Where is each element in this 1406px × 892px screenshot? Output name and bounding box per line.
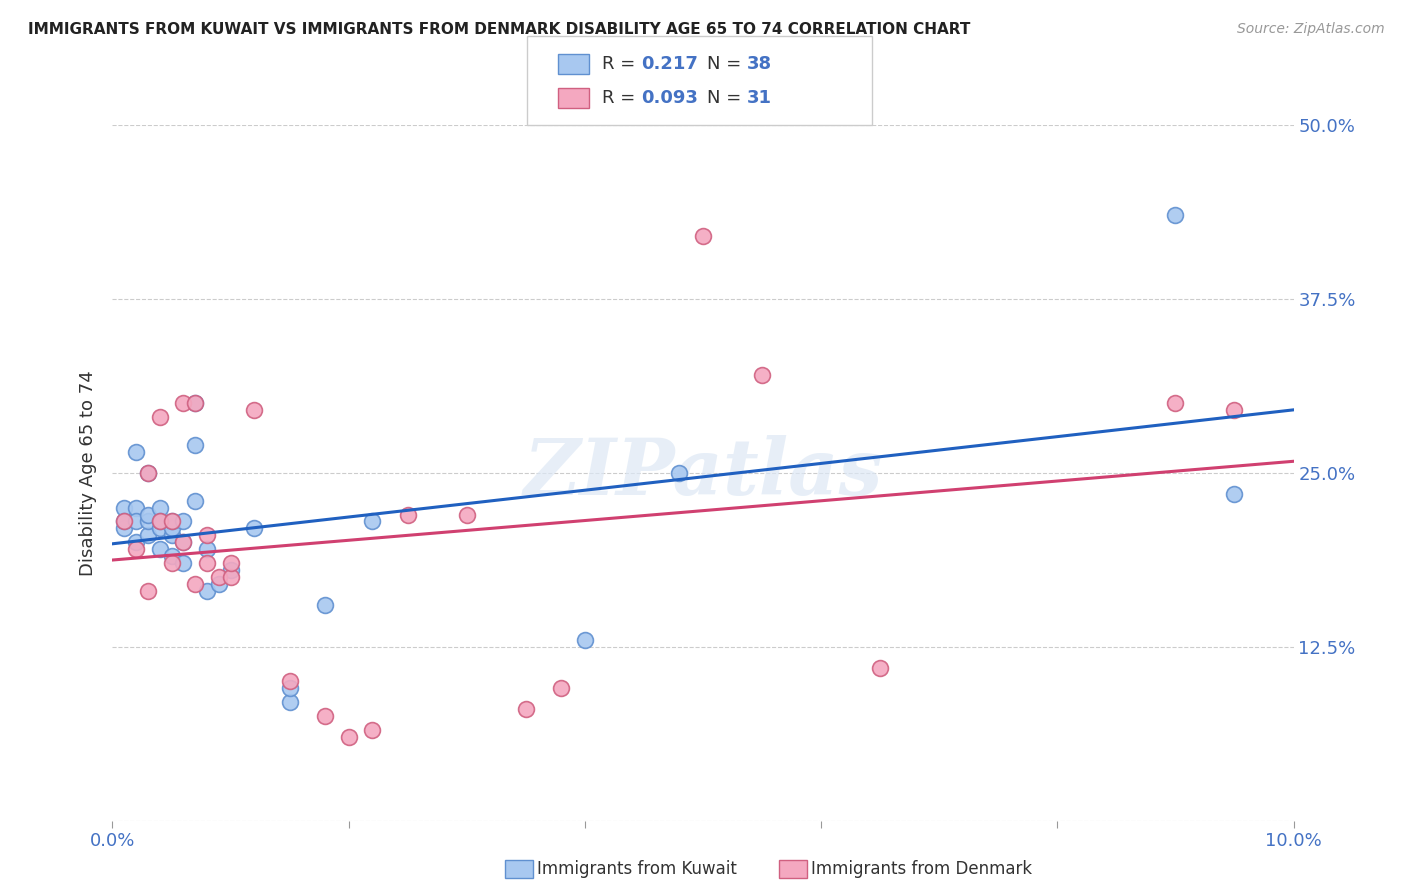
Point <box>160 521 183 535</box>
Text: 31: 31 <box>747 89 772 107</box>
Point <box>278 681 301 696</box>
Text: Immigrants from Kuwait: Immigrants from Kuwait <box>537 860 737 878</box>
Point <box>692 229 714 244</box>
Point <box>208 577 231 591</box>
Point <box>208 570 231 584</box>
Point <box>149 521 172 535</box>
Point <box>125 542 148 557</box>
Text: N =: N = <box>707 55 747 73</box>
Point <box>668 466 690 480</box>
Point <box>314 709 336 723</box>
Point <box>219 570 242 584</box>
Point <box>112 500 135 515</box>
Point <box>112 515 135 529</box>
Point <box>149 515 172 529</box>
Point <box>278 695 301 709</box>
Point <box>184 577 207 591</box>
Point <box>112 521 135 535</box>
Point <box>1223 486 1246 500</box>
Point <box>184 438 207 452</box>
Point <box>184 396 207 410</box>
Text: Immigrants from Denmark: Immigrants from Denmark <box>811 860 1032 878</box>
Point <box>1164 396 1187 410</box>
Point <box>172 515 194 529</box>
Point <box>195 584 218 599</box>
Point <box>396 508 419 522</box>
Point <box>337 730 360 744</box>
Point <box>160 528 183 542</box>
Point <box>515 702 537 716</box>
Point <box>314 598 336 612</box>
Point <box>160 515 183 529</box>
Point <box>361 515 384 529</box>
Text: Source: ZipAtlas.com: Source: ZipAtlas.com <box>1237 22 1385 37</box>
Text: 0.217: 0.217 <box>641 55 697 73</box>
Point <box>172 535 194 549</box>
Y-axis label: Disability Age 65 to 74: Disability Age 65 to 74 <box>79 370 97 575</box>
Text: 38: 38 <box>747 55 772 73</box>
Point <box>149 500 172 515</box>
Text: ZIPatlas: ZIPatlas <box>523 434 883 511</box>
Point <box>361 723 384 738</box>
Point <box>172 535 194 549</box>
Point <box>125 445 148 459</box>
Point <box>136 466 159 480</box>
Text: R =: R = <box>602 55 641 73</box>
Point <box>195 556 218 570</box>
Point <box>125 515 148 529</box>
Point <box>751 368 773 383</box>
Point <box>160 549 183 564</box>
Point <box>125 500 148 515</box>
Point <box>136 584 159 599</box>
Point <box>184 493 207 508</box>
Point <box>149 542 172 557</box>
Point <box>136 528 159 542</box>
Point <box>149 515 172 529</box>
Point <box>243 403 266 417</box>
Text: R =: R = <box>602 89 641 107</box>
Point <box>149 410 172 425</box>
Point <box>1164 208 1187 222</box>
Point <box>1223 403 1246 417</box>
Point <box>195 528 218 542</box>
Point <box>243 521 266 535</box>
Point <box>136 466 159 480</box>
Point <box>136 508 159 522</box>
Point <box>184 396 207 410</box>
Point <box>278 674 301 689</box>
Text: 0.093: 0.093 <box>641 89 697 107</box>
Point <box>219 563 242 577</box>
Text: N =: N = <box>707 89 747 107</box>
Point <box>869 660 891 674</box>
Point <box>136 515 159 529</box>
Point <box>574 632 596 647</box>
Point <box>112 515 135 529</box>
Point <box>550 681 572 696</box>
Point <box>160 556 183 570</box>
Point <box>219 556 242 570</box>
Text: IMMIGRANTS FROM KUWAIT VS IMMIGRANTS FROM DENMARK DISABILITY AGE 65 TO 74 CORREL: IMMIGRANTS FROM KUWAIT VS IMMIGRANTS FRO… <box>28 22 970 37</box>
Point <box>160 515 183 529</box>
Point <box>172 556 194 570</box>
Point <box>456 508 478 522</box>
Point <box>172 396 194 410</box>
Point <box>125 535 148 549</box>
Point <box>195 542 218 557</box>
